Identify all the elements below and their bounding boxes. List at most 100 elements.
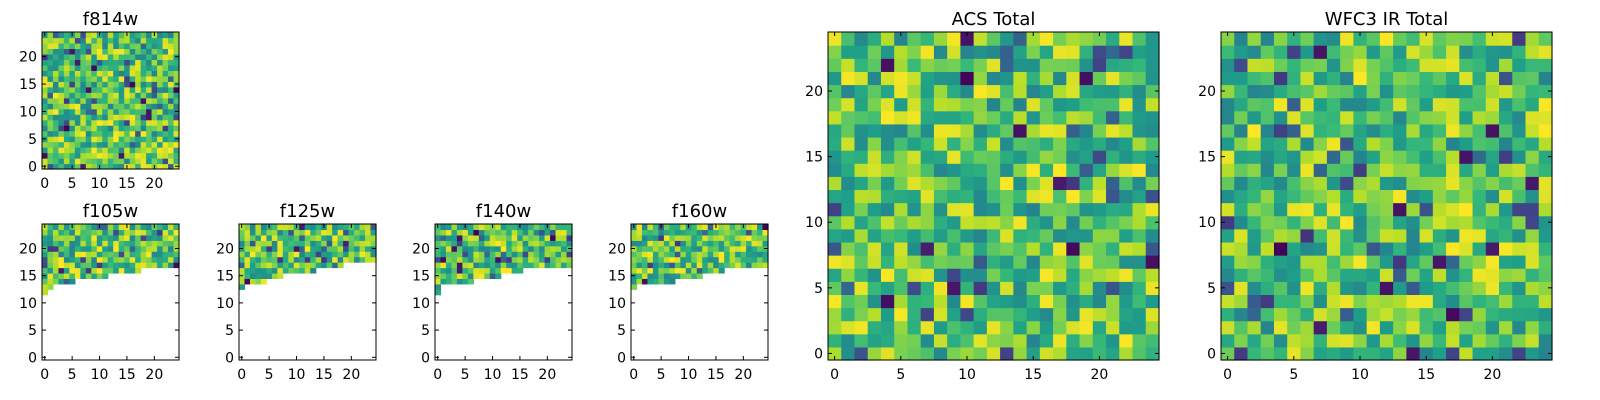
heatmap-cell <box>1406 346 1421 361</box>
heatmap-cell <box>669 251 676 258</box>
heatmap-cell <box>157 136 164 143</box>
heatmap-cell <box>828 255 842 269</box>
heatmap-cell <box>522 229 529 236</box>
heatmap-cell <box>1092 123 1107 138</box>
heatmap-cell <box>102 141 109 148</box>
heatmap-cell <box>841 58 856 72</box>
heatmap-cell <box>1039 32 1054 46</box>
heatmap-cell <box>920 71 935 86</box>
heatmap-cell <box>299 262 306 269</box>
heatmap-cell <box>343 251 350 258</box>
heatmap-cell <box>1273 294 1288 309</box>
heatmap-cell <box>1512 268 1527 282</box>
heatmap-cell <box>107 59 114 66</box>
heatmap-cell <box>249 234 257 241</box>
heatmap-cell <box>1119 255 1134 269</box>
heatmap-cell <box>1446 294 1460 309</box>
heatmap-cell <box>1260 110 1275 125</box>
heatmap-cell <box>880 123 895 138</box>
heatmap-cell <box>1221 32 1235 46</box>
heatmap-cell <box>58 147 65 154</box>
heatmap-cell <box>162 37 169 44</box>
heatmap-cell <box>58 152 65 159</box>
heatmap-cell <box>506 229 513 236</box>
heatmap-cell <box>631 267 638 274</box>
heatmap-cell <box>685 272 692 279</box>
heatmap-cell <box>85 256 92 263</box>
heatmap-cell <box>947 333 961 348</box>
heatmap-cell <box>58 32 65 39</box>
heatmap-cell <box>867 150 882 164</box>
heatmap-cell <box>1419 281 1434 295</box>
heatmap-cell <box>277 251 284 258</box>
heatmap-cell <box>1119 150 1134 164</box>
heatmap-cell <box>1419 123 1434 138</box>
heatmap-cell <box>1459 123 1474 138</box>
heatmap-cell <box>1512 307 1527 322</box>
heatmap-cell <box>168 114 175 121</box>
heatmap-cell <box>907 281 922 295</box>
heatmap-cell <box>1287 84 1302 99</box>
heatmap-cell <box>1366 150 1381 164</box>
heatmap-cell <box>1145 150 1160 164</box>
heatmap-cell <box>135 262 142 269</box>
heatmap-cell <box>1106 163 1120 177</box>
heatmap-cell <box>1472 228 1487 243</box>
heatmap-cell <box>1234 241 1249 256</box>
y-tick-label: 15 <box>19 77 37 93</box>
heatmap-cell <box>636 229 643 236</box>
heatmap-cell <box>544 251 551 258</box>
heatmap-cell <box>146 114 153 121</box>
heatmap-cell <box>1247 346 1262 361</box>
heatmap-cell <box>1525 255 1540 269</box>
heatmap-cell <box>751 224 758 231</box>
heatmap-cell <box>91 64 98 71</box>
heatmap-cell <box>729 234 736 241</box>
heatmap-cell <box>440 245 447 252</box>
heatmap-cell <box>326 229 333 236</box>
heatmap-cell <box>907 123 922 138</box>
heatmap-cell <box>1446 84 1460 99</box>
heatmap-cell <box>1106 320 1120 335</box>
heatmap-cell <box>933 110 948 125</box>
heatmap-cell <box>151 64 158 71</box>
heatmap-cell <box>478 240 485 247</box>
heatmap-cell <box>113 114 120 121</box>
heatmap-cell <box>47 92 54 99</box>
heatmap-cell <box>1340 176 1354 191</box>
heatmap-cell <box>42 125 49 132</box>
heatmap-cell <box>894 294 909 309</box>
heatmap-cell <box>146 229 153 236</box>
heatmap-cell <box>255 256 262 263</box>
y-tick-label: 15 <box>608 269 626 285</box>
heatmap-cell <box>162 59 169 66</box>
heatmap-cell <box>157 147 164 154</box>
heatmap-cell <box>52 240 60 247</box>
heatmap-cell <box>1287 294 1302 309</box>
heatmap-cell <box>555 234 562 241</box>
heatmap-cell <box>1053 176 1067 191</box>
heatmap-cell <box>1106 346 1120 361</box>
heatmap-cell <box>129 234 136 241</box>
heatmap-cell <box>854 215 869 230</box>
heatmap-cell <box>52 229 60 236</box>
heatmap-cell <box>1273 71 1288 86</box>
heatmap-cell <box>277 267 284 274</box>
heatmap-cell <box>1406 150 1421 164</box>
heatmap-cell <box>1446 241 1460 256</box>
heatmap-cell <box>249 240 257 247</box>
heatmap-cell <box>1525 163 1540 177</box>
heatmap-cell <box>1026 268 1041 282</box>
heatmap-cell <box>146 152 153 159</box>
heatmap-cell <box>157 152 164 159</box>
panel-title: f125w <box>280 201 335 222</box>
heatmap-cell <box>1485 110 1500 125</box>
heatmap-cell <box>1026 202 1041 217</box>
heatmap-cell <box>135 119 142 126</box>
heatmap-cell <box>277 240 284 247</box>
heatmap-cell <box>1234 268 1249 282</box>
heatmap-cell <box>255 262 262 269</box>
heatmap-cell <box>63 267 70 274</box>
heatmap-cell <box>1119 228 1134 243</box>
